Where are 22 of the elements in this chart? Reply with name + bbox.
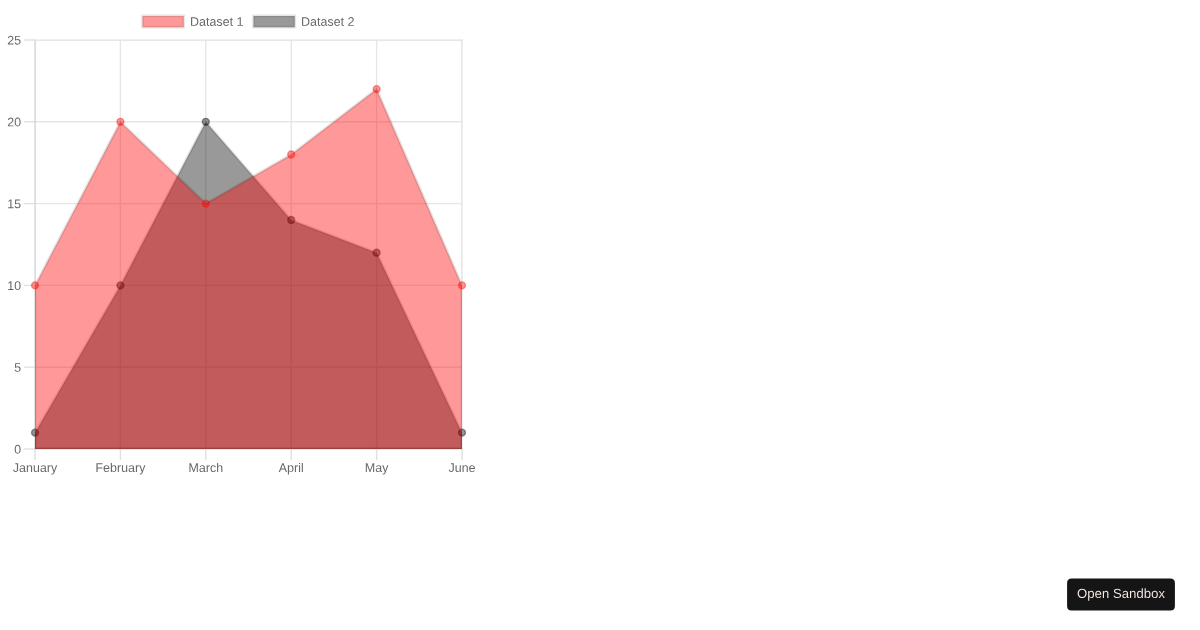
x-tick-label: February [96, 462, 146, 475]
point [457, 281, 467, 290]
y-tick-label: 0 [14, 444, 21, 454]
point [201, 117, 210, 126]
legend-label: Dataset 2 [302, 17, 354, 26]
y-tick-label: 5 [14, 363, 21, 372]
y-tick-label: 15 [8, 199, 21, 209]
y-tick-label: 20 [7, 117, 21, 127]
point [372, 84, 381, 94]
x-tick-label: April [278, 462, 303, 475]
x-tick-label: January [12, 463, 58, 475]
x-tick-label: March [189, 462, 223, 473]
point [116, 117, 125, 126]
y-tick-label: 10 [8, 281, 21, 291]
x-tick-label: June [448, 463, 475, 473]
point [30, 281, 40, 290]
point [201, 199, 210, 208]
legend-label: Dataset 1 [191, 17, 243, 26]
x-tick-label: May [365, 463, 389, 475]
text: Open Sandbox [1077, 588, 1165, 601]
point [287, 150, 296, 159]
y-tick-label: 25 [7, 35, 21, 45]
